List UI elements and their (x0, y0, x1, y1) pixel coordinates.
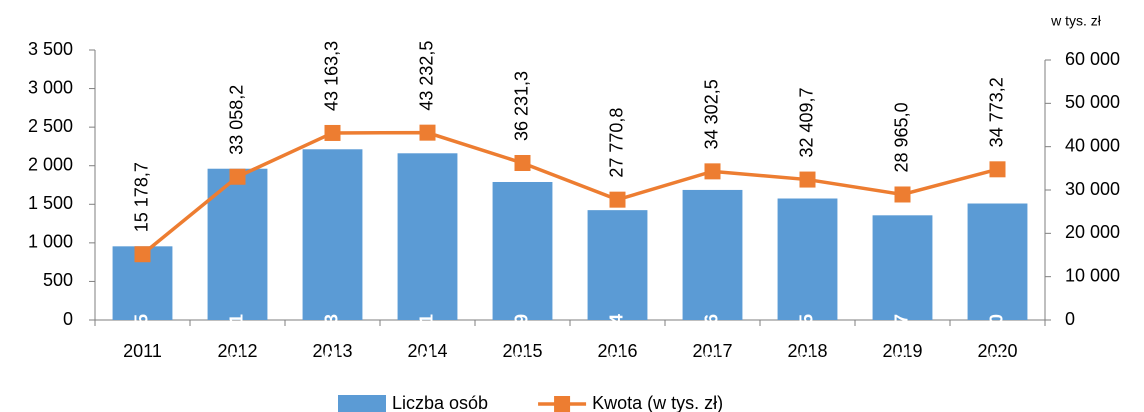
y2-tick-label: 0 (1065, 309, 1075, 329)
y2-tick-label: 50 000 (1065, 92, 1120, 112)
x-tick-label: 2019 (882, 341, 922, 361)
x-tick-label: 2017 (692, 341, 732, 361)
y-tick-label: 1 500 (28, 193, 73, 213)
y-tick-label: 2 000 (28, 154, 73, 174)
bar-value-label: 1 424 (606, 314, 626, 359)
line-marker (419, 124, 436, 141)
bar-value-label: 955 (131, 314, 151, 344)
bar (587, 210, 648, 320)
bar (302, 149, 363, 320)
x-tick-label: 2011 (123, 341, 162, 361)
bar-value-label: 2 161 (416, 314, 436, 359)
bar-value-label: 1 686 (701, 314, 721, 359)
y2-tick-label: 10 000 (1065, 265, 1120, 285)
line-value-label: 34 773,2 (986, 77, 1006, 147)
line-value-label: 32 409,7 (796, 87, 816, 157)
line-value-label: 27 770,8 (606, 108, 626, 178)
bar-value-label: 1 510 (986, 314, 1006, 359)
legend-swatch (554, 396, 571, 412)
legend-swatch (338, 395, 386, 412)
line-value-label: 15 178,7 (131, 162, 151, 232)
bar-value-label: 1 357 (891, 314, 911, 359)
bar (872, 215, 933, 320)
line-marker (134, 246, 151, 263)
line-value-label: 36 231,3 (511, 71, 531, 141)
line-marker (799, 171, 816, 188)
bar (207, 168, 268, 320)
line-value-label: 28 965,0 (891, 102, 911, 172)
x-tick-label: 2013 (312, 341, 352, 361)
line-value-label: 43 163,3 (321, 41, 341, 111)
x-tick-label: 2016 (597, 341, 637, 361)
x-tick-label: 2014 (407, 341, 447, 361)
line-marker (989, 161, 1006, 178)
bar-value-label: 2 213 (321, 314, 341, 359)
y2-axis-label: w tys. zł (1050, 13, 1102, 29)
line-marker (324, 124, 341, 141)
bar (397, 153, 458, 320)
bar-value-label: 1 789 (511, 314, 531, 359)
bar (777, 198, 838, 320)
y-tick-label: 3 500 (28, 39, 73, 59)
y2-tick-label: 20 000 (1065, 222, 1120, 242)
bar (492, 181, 553, 320)
line (141, 130, 998, 256)
bar-value-label: 1 961 (226, 314, 246, 359)
x-tick-label: 2015 (502, 341, 542, 361)
y2-tick-label: 60 000 (1065, 49, 1120, 69)
x-tick-label: 2018 (787, 341, 827, 361)
line-value-label: 33 058,2 (226, 85, 246, 155)
y2-tick-label: 30 000 (1065, 179, 1120, 199)
x-tick-label: 2020 (977, 341, 1017, 361)
y-tick-label: 2 500 (28, 116, 73, 136)
x-tick-label: 2012 (217, 341, 257, 361)
line-marker (514, 154, 531, 171)
y-tick-label: 3 000 (28, 77, 73, 97)
y-tick-label: 1 000 (28, 232, 73, 252)
line-marker (609, 191, 626, 208)
line-marker (704, 163, 721, 180)
y-tick-label: 500 (43, 270, 73, 290)
legend-label: Kwota (w tys. zł) (592, 393, 723, 412)
bar (682, 189, 743, 320)
bar-value-label: 1 575 (796, 314, 816, 359)
legend-label: Liczba osób (392, 393, 488, 412)
line-value-label: 34 302,5 (701, 79, 721, 149)
y-tick-label: 0 (63, 309, 73, 329)
line-marker (229, 168, 246, 185)
line-value-label: 43 232,5 (416, 41, 436, 111)
bar (967, 203, 1028, 320)
line-marker (894, 186, 911, 203)
y2-tick-label: 40 000 (1065, 135, 1120, 155)
